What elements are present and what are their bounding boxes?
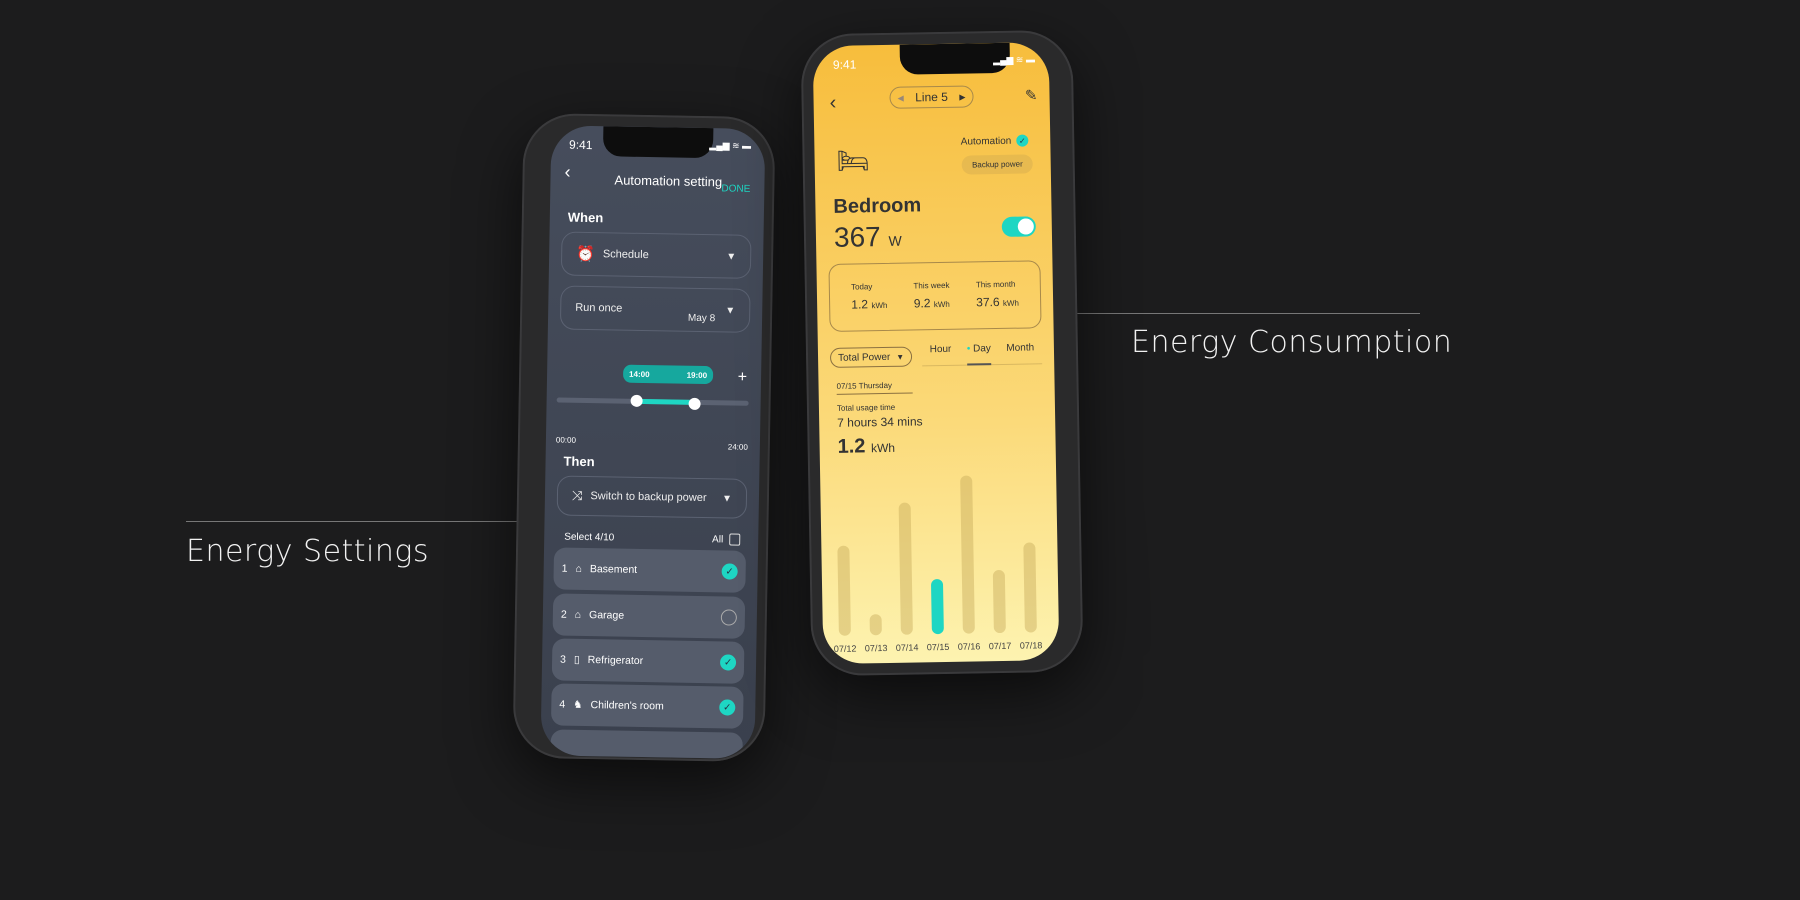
- rocking-horse-icon: ♞: [573, 698, 583, 711]
- checked-icon: ✓: [721, 563, 738, 580]
- x-tick-label: 07/15: [926, 641, 950, 653]
- consumption-screen: 9:41 ▂▄▆ ≋ ▬ ‹ ◀ Line 5 ▶ ✎ Automation ✓ Ba…: [812, 42, 1060, 665]
- caption-energy-settings: Energy Settings: [186, 534, 430, 569]
- axis-start: 00:00: [555, 435, 577, 445]
- garage-icon: ⌂: [574, 608, 582, 621]
- date-value: May 8: [687, 312, 716, 324]
- caption-line-right: [1040, 313, 1420, 314]
- bar-07/16[interactable]: [960, 475, 975, 634]
- x-tick-label: 07/16: [957, 641, 981, 652]
- status-time: 9:41: [568, 137, 593, 153]
- house-icon: ⌂: [575, 562, 582, 575]
- list-item[interactable]: 2 ⌂ Garage: [552, 593, 746, 639]
- fridge-icon: ▯: [573, 653, 580, 666]
- list-item-partial[interactable]: [550, 729, 743, 759]
- x-tick-label: 07/17: [988, 640, 1012, 652]
- list-item[interactable]: 3 ▯ Refrigerator ✓: [551, 638, 745, 684]
- dropdown-arrow-icon: ▼: [721, 492, 733, 505]
- caption-line-left: [186, 521, 586, 522]
- time-range-tooltip: 14:00 19:00: [622, 364, 714, 385]
- bar-07/15[interactable]: [930, 579, 944, 635]
- dropdown-arrow-icon: ▼: [726, 250, 737, 263]
- trigger-select[interactable]: ⏰ Schedule ▼: [560, 231, 752, 279]
- x-tick-label: 07/13: [864, 642, 888, 654]
- add-icon[interactable]: +: [737, 368, 748, 386]
- x-tick-label: 07/12: [833, 643, 857, 654]
- usage-bar-chart: 07/12 07/13 07/14 07/15 07/16 07/17 07/18: [813, 42, 1060, 664]
- slider-handle-start[interactable]: [630, 394, 643, 407]
- phone-left: 9:41 ▂▄▆ ≋ ▬ ‹ Automation setting DONE W…: [512, 112, 776, 763]
- unchecked-icon: [720, 609, 738, 626]
- x-tick-label: 07/14: [895, 642, 919, 653]
- checked-icon: ✓: [719, 699, 736, 716]
- select-all[interactable]: All: [712, 533, 741, 546]
- checked-icon: ✓: [719, 654, 737, 671]
- page-title: Automation setting: [614, 172, 723, 190]
- back-icon[interactable]: ‹: [564, 161, 571, 182]
- slider-handle-end[interactable]: [688, 397, 701, 410]
- shuffle-icon: ⤨: [571, 487, 583, 503]
- axis-end: 24:00: [727, 442, 748, 452]
- done-button[interactable]: DONE: [721, 183, 751, 195]
- bar-07/14[interactable]: [898, 502, 913, 635]
- checkbox: [729, 533, 741, 546]
- bar-07/18[interactable]: [1023, 542, 1037, 633]
- action-select[interactable]: ⤨ Switch to backup power ▼: [556, 475, 748, 519]
- list-item[interactable]: 1 ⌂ Basement ✓: [553, 547, 747, 593]
- slider-range: [636, 398, 695, 405]
- automation-screen: 9:41 ▂▄▆ ≋ ▬ ‹ Automation setting DONE W…: [540, 125, 766, 759]
- bar-07/17[interactable]: [992, 569, 1006, 634]
- list-item[interactable]: 4 ♞ Children's room ✓: [550, 683, 744, 729]
- phone-right: 9:41 ▂▄▆ ≋ ▬ ‹ ◀ Line 5 ▶ ✎ Automation ✓ Ba…: [800, 29, 1084, 677]
- bar-07/12[interactable]: [837, 545, 851, 636]
- x-tick-label: 07/18: [1019, 640, 1043, 651]
- dropdown-arrow-icon: ▼: [725, 304, 736, 317]
- status-icons: ▂▄▆ ≋ ▬: [709, 140, 752, 151]
- repeat-select[interactable]: Run once May 8 ▼: [559, 285, 751, 333]
- when-heading: When: [567, 209, 604, 226]
- bar-07/13[interactable]: [869, 614, 882, 636]
- alarm-clock-icon: ⏰: [576, 245, 596, 264]
- caption-energy-consumption: Energy Consumption: [1131, 325, 1453, 360]
- select-count: Select 4/10: [564, 531, 615, 544]
- then-heading: Then: [563, 453, 595, 470]
